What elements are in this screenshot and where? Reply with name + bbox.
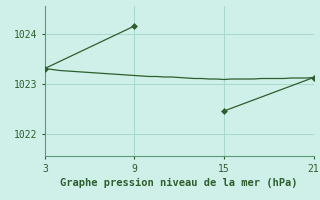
X-axis label: Graphe pression niveau de la mer (hPa): Graphe pression niveau de la mer (hPa)	[60, 178, 298, 188]
